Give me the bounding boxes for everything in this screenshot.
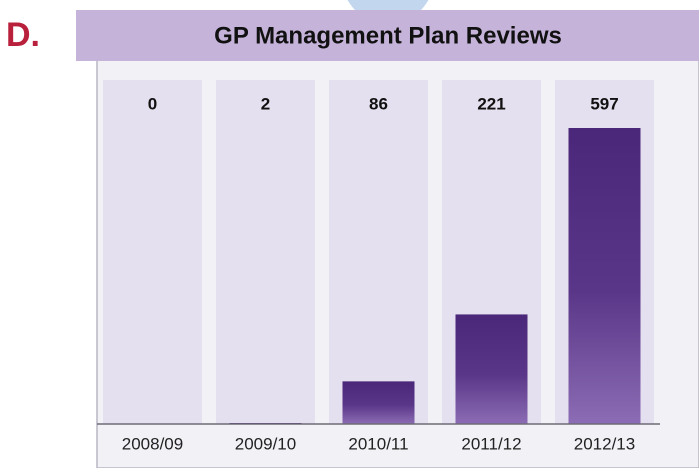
column-background xyxy=(103,80,202,424)
column-background xyxy=(329,80,428,424)
panel-header xyxy=(76,10,699,61)
chart-title: GP Management Plan Reviews xyxy=(214,22,562,49)
bar xyxy=(342,381,415,424)
value-label: 221 xyxy=(477,94,505,113)
bar xyxy=(455,314,528,424)
value-label: 2 xyxy=(261,94,270,113)
x-tick-label: 2008/09 xyxy=(122,434,183,453)
x-tick-label: 2010/11 xyxy=(348,434,408,453)
value-label: 86 xyxy=(369,94,388,113)
x-tick-label: 2012/13 xyxy=(574,434,635,453)
x-tick-label: 2011/12 xyxy=(461,434,521,453)
bar xyxy=(568,128,641,424)
panel-label: D. xyxy=(6,16,40,54)
plot-area: 0 2008/09 2 2009/10 86 2010/11 221 2011/12 597 20… xyxy=(97,80,660,453)
value-label: 0 xyxy=(148,94,157,113)
value-label: 597 xyxy=(590,94,618,113)
x-tick-label: 2009/10 xyxy=(235,434,296,453)
column-background xyxy=(216,80,315,424)
